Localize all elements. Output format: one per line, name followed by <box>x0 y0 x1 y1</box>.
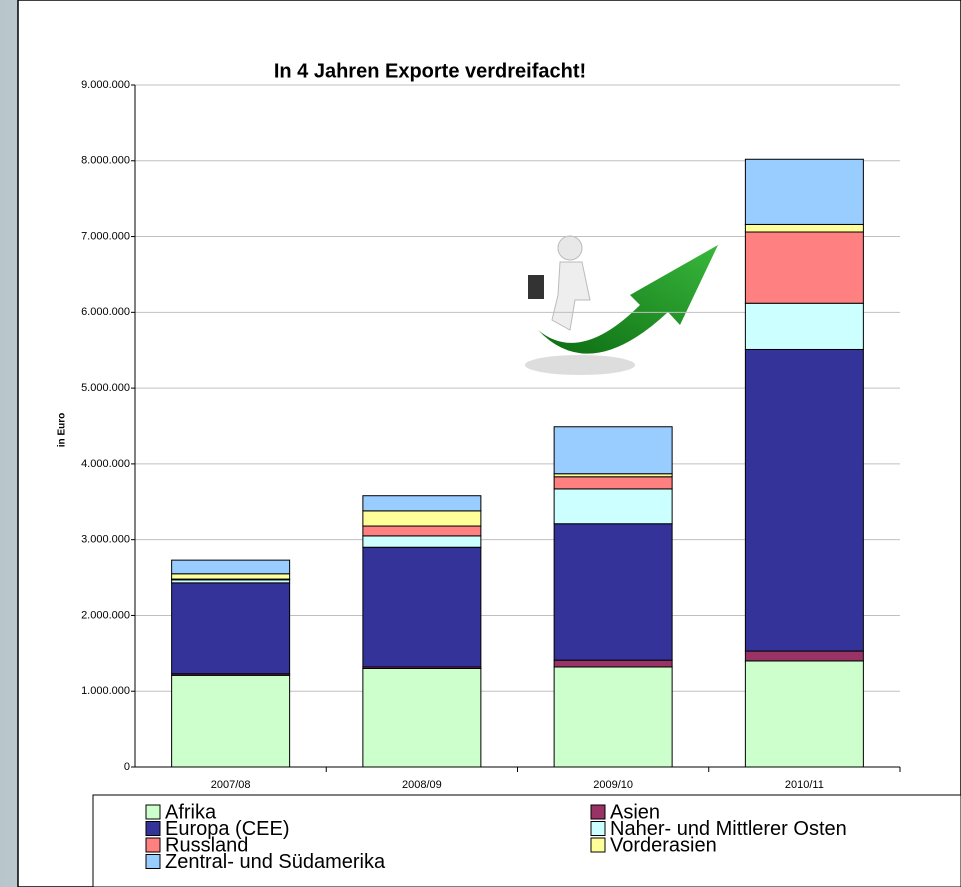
bar-segment <box>744 223 864 233</box>
bar-segment <box>171 573 291 580</box>
legend-label: Zentral- und Südamerika <box>165 851 386 873</box>
x-tick-label: 2010/11 <box>785 779 824 791</box>
bar-segment <box>171 674 291 768</box>
legend-swatch <box>145 837 161 853</box>
bar-segment <box>744 650 864 662</box>
y-axis-label: in Euro <box>57 413 68 447</box>
bar-segment <box>362 667 482 768</box>
bar-segment <box>553 426 673 475</box>
bar-segment <box>553 666 673 768</box>
legend-label: Europa (CEE) <box>165 818 290 840</box>
y-tick-label: 0 <box>124 761 130 773</box>
bar-segment <box>744 348 864 652</box>
legend <box>92 794 961 887</box>
legend-label: Asien <box>610 801 660 823</box>
bar-segment <box>553 488 673 525</box>
y-tick-label: 9.000.000 <box>81 79 130 91</box>
y-tick-label: 5.000.000 <box>81 382 130 394</box>
legend-label: Vorderasien <box>610 834 717 856</box>
legend-label: Afrika <box>165 801 217 823</box>
x-tick-label: 2009/10 <box>593 779 633 791</box>
legend-swatch <box>145 821 161 836</box>
bar-segment <box>744 660 864 768</box>
y-tick-label: 1.000.000 <box>81 685 130 697</box>
legend-label: Naher- und Mittlerer Osten <box>610 818 847 840</box>
legend-swatch <box>590 804 606 820</box>
legend-swatch <box>590 837 606 853</box>
y-tick-label: 8.000.000 <box>81 155 130 167</box>
bar-segment <box>362 535 482 548</box>
bar-segment <box>553 476 673 490</box>
legend-label: Russland <box>165 834 248 856</box>
legend-swatch <box>145 804 161 820</box>
bar-segment <box>171 559 291 575</box>
bar-segment <box>362 495 482 512</box>
bar-segment <box>362 546 482 668</box>
bar-segment <box>362 525 482 537</box>
y-tick-label: 7.000.000 <box>81 230 130 242</box>
chart-title: In 4 Jahren Exporte verdreifacht! <box>274 60 586 82</box>
bar-segment <box>171 582 291 675</box>
bar-segment <box>744 231 864 304</box>
y-tick-label: 4.000.000 <box>81 458 130 470</box>
y-tick-label: 2.000.000 <box>81 609 130 621</box>
bar-segment <box>553 659 673 668</box>
y-tick-label: 6.000.000 <box>81 306 130 318</box>
legend-swatch <box>590 821 606 836</box>
bar-segment <box>362 510 482 527</box>
bar-segment <box>744 302 864 350</box>
bar-segment <box>744 158 864 225</box>
illustration <box>525 235 718 375</box>
x-tick-label: 2007/08 <box>211 779 251 791</box>
x-tick-label: 2008/09 <box>402 779 442 791</box>
y-tick-label: 3.000.000 <box>81 534 130 546</box>
legend-swatch <box>145 854 161 869</box>
bar-segment <box>553 523 673 661</box>
